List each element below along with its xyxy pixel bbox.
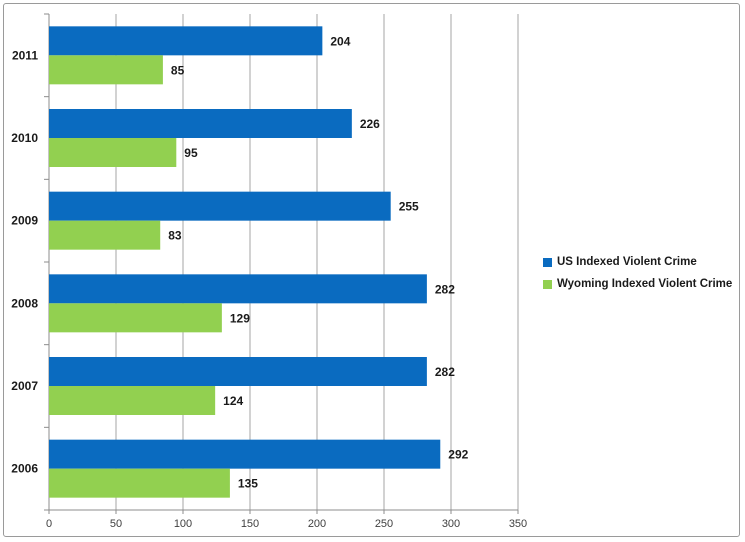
y-category-label: 2006 — [11, 462, 38, 476]
legend-label-wyoming: Wyoming Indexed Violent Crime — [557, 278, 733, 290]
bar-us — [49, 439, 441, 469]
y-category-label: 2011 — [12, 48, 38, 62]
x-tick-label: 200 — [308, 518, 326, 530]
x-tick-label: 150 — [241, 518, 259, 530]
bar-wyoming — [49, 138, 177, 167]
data-label-wyoming: 83 — [168, 229, 182, 243]
data-label-us: 204 — [330, 34, 350, 48]
x-tick-label: 50 — [110, 518, 122, 530]
y-category-label: 2010 — [11, 131, 38, 145]
data-label-wyoming: 85 — [171, 63, 185, 77]
x-tick-label: 350 — [509, 518, 527, 530]
bar-us — [49, 191, 391, 221]
legend-item-us: US Indexed Violent Crime — [543, 251, 732, 273]
data-label-us: 292 — [448, 448, 468, 462]
data-label-us: 226 — [360, 117, 380, 131]
data-label-wyoming: 95 — [184, 146, 198, 160]
bar-wyoming — [49, 468, 230, 498]
legend-label-us: US Indexed Violent Crime — [557, 256, 697, 268]
data-label-wyoming: 124 — [223, 394, 243, 408]
bar-wyoming — [49, 55, 163, 85]
x-tick-label: 250 — [375, 518, 393, 530]
bar-us — [49, 26, 323, 56]
x-tick-label: 300 — [442, 518, 460, 530]
y-category-label: 2007 — [11, 379, 38, 393]
data-label-us: 282 — [435, 282, 455, 296]
x-tick-label: 0 — [46, 518, 52, 530]
legend-item-wyoming: Wyoming Indexed Violent Crime — [543, 273, 732, 295]
bar-us — [49, 274, 427, 304]
bar-wyoming — [49, 303, 222, 333]
x-tick-label: 100 — [174, 518, 192, 530]
legend-swatch-us — [543, 257, 552, 267]
data-label-us: 255 — [399, 200, 419, 214]
bar-us — [49, 109, 352, 138]
bar-wyoming — [49, 220, 161, 250]
data-label-wyoming: 135 — [238, 477, 258, 491]
legend-swatch-wyoming — [543, 279, 552, 289]
y-category-label: 2008 — [11, 296, 38, 310]
bar-us — [49, 357, 427, 386]
data-label-wyoming: 129 — [230, 311, 250, 325]
y-category-label: 2009 — [11, 214, 38, 228]
data-label-us: 282 — [435, 365, 455, 379]
bar-wyoming — [49, 386, 216, 415]
legend: US Indexed Violent Crime Wyoming Indexed… — [543, 251, 732, 295]
